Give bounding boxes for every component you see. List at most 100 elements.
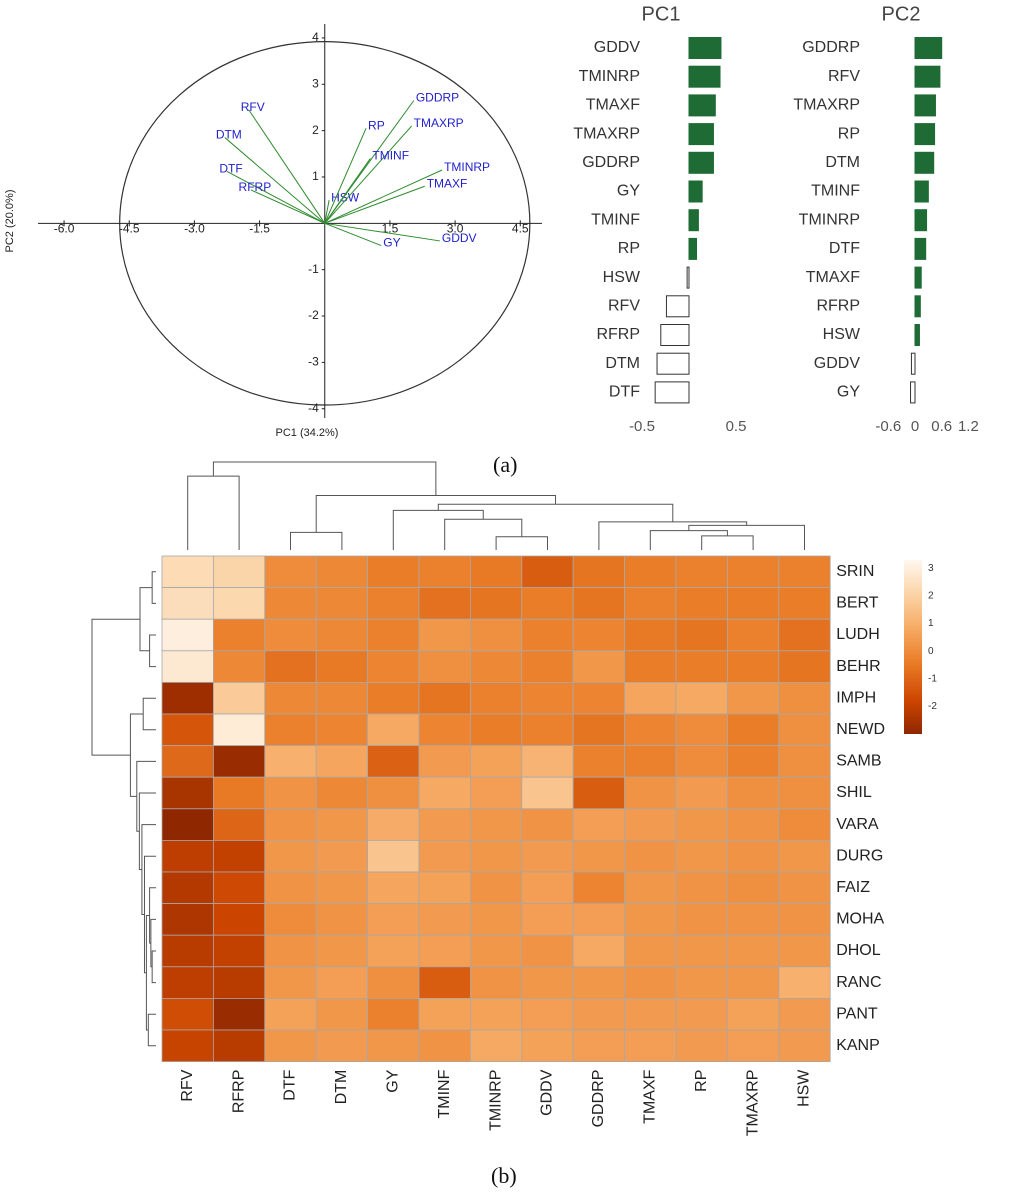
x-tick-label: -1.5 xyxy=(249,221,270,235)
column-dendrogram-branch xyxy=(649,530,728,550)
heatmap-col-label-rp: RP xyxy=(693,1070,710,1092)
heatmap-cell-newd-gddv xyxy=(521,713,574,747)
bar-tmaxf xyxy=(914,266,922,289)
heatmap-cell-imph-rfrp xyxy=(212,682,266,715)
heatmap-cell-imph-hsw xyxy=(778,682,831,715)
heatmap-cell-ranc-rfrp xyxy=(212,966,266,999)
heatmap-cell-ludh-tmaxf xyxy=(624,618,677,652)
heatmap-cell-samb-gy xyxy=(367,745,420,778)
heatmap-cell-shil-dtf xyxy=(264,776,317,810)
heatmap-cell-ludh-dtf xyxy=(264,618,317,652)
heatmap-cell-imph-gy xyxy=(367,682,420,715)
heatmap-cell-vara-tmaxf xyxy=(624,808,677,841)
bar-hsw xyxy=(686,266,690,289)
heatmap-col-label-dtf: DTF xyxy=(282,1069,299,1100)
heatmap-cell-durg-tmaxrp xyxy=(727,840,780,873)
heatmap-col-label-tmaxrp: TMAXRP xyxy=(744,1070,761,1137)
heatmap-cell-dhol-gy xyxy=(367,934,420,968)
x-axis-title: PC1 (34.2%) xyxy=(276,427,339,439)
x-tick-label: -6.0 xyxy=(54,221,75,235)
heatmap-cell-ludh-gddrp xyxy=(572,618,626,652)
heatmap-cell-durg-rp xyxy=(675,840,728,873)
heatmap-cell-bert-dtm xyxy=(315,587,369,620)
heatmap-cell-vara-dtm xyxy=(315,808,369,841)
heatmap-cell-shil-hsw xyxy=(778,776,831,810)
loading-vector-tmaxrp xyxy=(324,125,413,224)
bar-category-label-hsw: HSW xyxy=(603,269,641,286)
bar-rp xyxy=(688,237,698,260)
heatmap-col-label-tminf: TMINF xyxy=(436,1069,453,1118)
heatmap-cell-behr-dtm xyxy=(315,650,369,683)
column-dendrogram-branch xyxy=(701,535,754,550)
column-dendrogram-branch xyxy=(212,461,437,496)
heatmap-cell-durg-rfv xyxy=(161,840,214,873)
loading-vector-dtm xyxy=(224,137,326,224)
heatmap-cell-moha-tminf xyxy=(418,903,471,936)
bar-category-label-tminf: TMINF xyxy=(591,211,640,228)
y-tick-label: -2 xyxy=(308,308,319,322)
bar-category-label-rp: RP xyxy=(838,125,860,142)
bar-category-label-tmaxrp: TMAXRP xyxy=(573,125,640,142)
bar-gddv xyxy=(688,37,722,59)
heatmap-cell-vara-gddrp xyxy=(572,808,626,841)
heatmap-cell-vara-tmaxrp xyxy=(727,808,780,841)
heatmap-cell-bert-rp xyxy=(675,587,728,620)
panel-label-a: (a) xyxy=(493,452,518,477)
heatmap-cell-newd-tmaxrp xyxy=(727,713,780,747)
panel-label-b: (b) xyxy=(491,1163,517,1188)
loading-vector-tminf xyxy=(324,158,371,224)
heatmap-cell-shil-tmaxf xyxy=(624,776,677,810)
bar-category-label-tmaxf: TMAXF xyxy=(586,97,640,114)
heatmap-cell-faiz-hsw xyxy=(778,871,831,905)
heatmap-cell-imph-tmaxf xyxy=(624,682,677,715)
bar-dtf xyxy=(654,381,690,404)
heatmap-cell-durg-gy xyxy=(367,840,420,873)
bar-gddv xyxy=(910,352,916,375)
heatmap-cell-vara-tminrp xyxy=(469,808,523,841)
heatmap-cell-shil-gddrp xyxy=(572,776,626,810)
row-dendrogram-branch xyxy=(139,587,153,652)
bar-rfv xyxy=(665,295,690,318)
heatmap-cell-shil-tminf xyxy=(418,776,471,810)
heatmap-cell-moha-hsw xyxy=(778,903,831,936)
heatmap-cell-vara-rfv xyxy=(161,808,214,841)
heatmap-cell-dhol-tminf xyxy=(418,934,471,968)
heatmap-cell-durg-gddv xyxy=(521,840,574,873)
pca-biplot: -6.0 -4.5 -3.0 -1.5 1.5 3.0 4.5 4 3 2 1 -1 -2 -3 -4 RFV… xyxy=(4,24,542,439)
vector-label-rfrp: RFRP xyxy=(239,180,272,194)
heatmap-cell-srin-dtf xyxy=(264,555,317,589)
heatmap-cell-ranc-gddrp xyxy=(572,966,626,999)
bar-rfrp xyxy=(914,295,921,318)
heatmap-cell-bert-tminrp xyxy=(469,587,523,620)
heatmap-cell-imph-tminrp xyxy=(469,682,523,715)
heatmap-cell-kanp-gddv xyxy=(521,1029,574,1063)
heatmap-cell-imph-dtm xyxy=(315,682,369,715)
row-dendrogram-branch xyxy=(150,918,156,968)
heatmap-row-label-dhol: DHOL xyxy=(836,942,881,959)
heatmap-cell-newd-rfv xyxy=(161,713,214,747)
heatmap-cell-ludh-dtm xyxy=(315,618,369,652)
bar-x-tick-label: -0.5 xyxy=(629,418,655,435)
heatmap-cell-samb-gddv xyxy=(521,745,574,778)
heatmap-cell-ludh-rfv xyxy=(161,618,214,652)
bar-category-label-dtf: DTF xyxy=(829,240,860,257)
y-axis-title: PC2 (20.0%) xyxy=(4,190,16,253)
bar-category-label-tminrp: TMINRP xyxy=(579,68,640,85)
bar-chart-title: PC1 xyxy=(642,3,681,25)
heatmap-cell-ranc-tmaxf xyxy=(624,966,677,999)
bar-gddrp xyxy=(688,151,714,174)
heatmap-cell-newd-tminrp xyxy=(469,713,523,747)
heatmap-cell-moha-rfrp xyxy=(212,903,266,936)
x-tick-label: 4.5 xyxy=(512,221,529,235)
vector-label-dtm: DTM xyxy=(216,128,242,142)
heatmap-cell-bert-hsw xyxy=(778,587,831,620)
heatmap-row-label-ludh: LUDH xyxy=(836,626,880,643)
heatmap-cell-vara-gddv xyxy=(521,808,574,841)
heatmap-cell-srin-gy xyxy=(367,555,420,589)
bar-category-label-gddrp: GDDRP xyxy=(582,154,640,171)
heatmap-cell-moha-dtm xyxy=(315,903,369,936)
heatmap-cell-faiz-gddrp xyxy=(572,871,626,905)
heatmap-cell-samb-tmaxf xyxy=(624,745,677,778)
